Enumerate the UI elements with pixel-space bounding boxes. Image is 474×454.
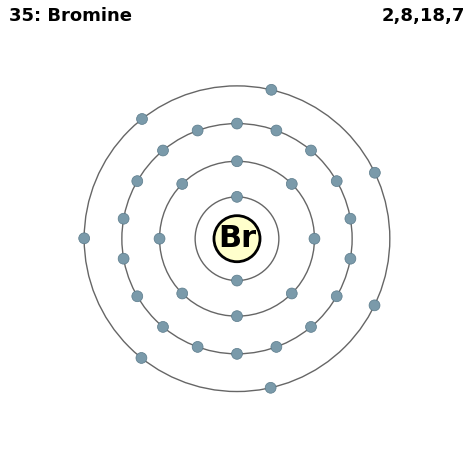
Circle shape [132,291,143,302]
Circle shape [309,233,320,244]
Text: Br: Br [218,224,256,253]
Circle shape [331,176,342,187]
Circle shape [132,176,143,187]
Circle shape [137,114,147,124]
Circle shape [265,382,276,393]
Circle shape [286,178,297,189]
Circle shape [192,125,203,136]
Text: 35: Bromine: 35: Bromine [9,7,132,25]
Circle shape [331,291,342,302]
Circle shape [369,300,380,311]
Circle shape [306,145,317,156]
Circle shape [232,118,242,129]
Circle shape [232,156,242,167]
Circle shape [306,321,317,332]
Circle shape [79,233,90,244]
Circle shape [266,84,277,95]
Circle shape [154,233,165,244]
Circle shape [232,311,242,321]
Circle shape [192,341,203,352]
Circle shape [136,352,147,363]
Circle shape [345,213,356,224]
Circle shape [345,253,356,264]
Circle shape [177,178,188,189]
Circle shape [232,275,242,286]
Circle shape [271,125,282,136]
Circle shape [157,145,168,156]
Text: 2,8,18,7: 2,8,18,7 [381,7,465,25]
Circle shape [286,288,297,299]
Circle shape [118,253,129,264]
Circle shape [232,192,242,202]
Circle shape [271,341,282,352]
Circle shape [177,288,188,299]
Circle shape [232,348,242,359]
Circle shape [369,167,380,178]
Circle shape [157,321,168,332]
Circle shape [214,216,260,262]
Circle shape [118,213,129,224]
